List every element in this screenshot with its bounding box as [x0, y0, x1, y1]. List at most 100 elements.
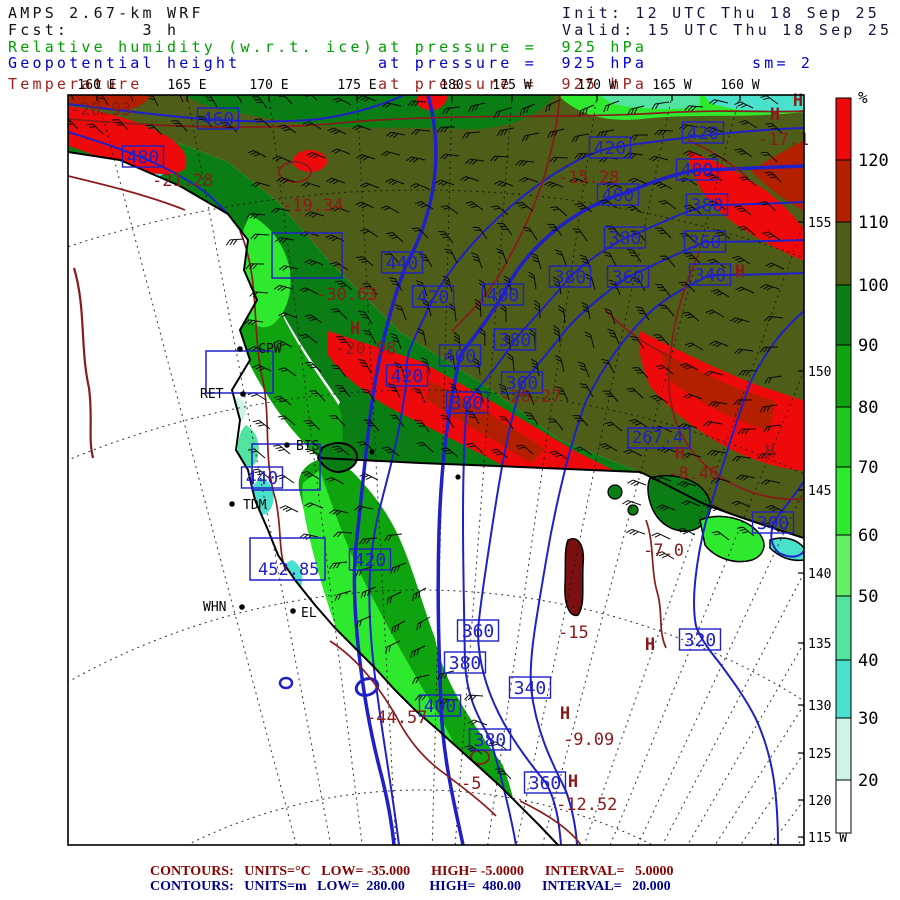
wind-barb	[739, 176, 757, 187]
wind-barb	[479, 327, 486, 347]
wind-barb	[225, 238, 245, 246]
wind-barb	[710, 289, 730, 298]
temperature-value-label: -9.09	[563, 730, 614, 750]
wind-barb	[679, 362, 699, 371]
wind-barb	[252, 364, 272, 372]
wind-barb	[652, 475, 672, 482]
wind-barb	[544, 181, 564, 188]
station-label: WHN	[203, 600, 226, 615]
meridian-line	[797, 836, 804, 845]
wind-barb	[120, 95, 134, 102]
wind-barb	[273, 395, 292, 406]
wind-barb	[380, 205, 400, 214]
height-contour-label: 400	[444, 346, 477, 367]
height-contour-label: 380	[691, 195, 724, 216]
wind-barb	[354, 505, 374, 512]
wind-barb	[335, 384, 351, 398]
high-marker: H	[675, 444, 685, 464]
wind-barb	[677, 480, 697, 488]
wind-barb	[276, 177, 296, 184]
wind-barb	[306, 449, 325, 460]
wind-barb	[468, 719, 488, 726]
wind-barb	[631, 277, 646, 292]
wind-barb	[682, 452, 702, 459]
wind-barb	[304, 502, 324, 509]
wind-barb	[530, 252, 542, 270]
wind-barb	[329, 561, 348, 570]
wind-barb	[331, 445, 350, 456]
wind-barb	[653, 181, 673, 190]
wind-barb	[411, 227, 429, 239]
wind-barb	[301, 470, 320, 480]
wind-barb	[250, 233, 270, 240]
height-contour-label: 460	[202, 109, 235, 130]
wind-barb	[279, 505, 299, 513]
wind-barb	[447, 352, 456, 371]
wind-barb	[709, 340, 729, 348]
wind-barb	[271, 207, 291, 214]
wind-barb	[733, 205, 752, 216]
wind-barb	[332, 97, 352, 106]
wind-barb	[759, 201, 777, 212]
wind-barb	[274, 284, 294, 292]
wind-barb	[382, 102, 402, 109]
wind-barb	[545, 99, 561, 113]
wind-barb	[414, 419, 430, 433]
height-contour-label-box	[348, 548, 392, 571]
temperature-value-label: -5	[461, 774, 481, 794]
wind-barb	[530, 358, 540, 377]
height-contour-label-box	[523, 771, 567, 794]
wind-barb	[145, 95, 159, 107]
height-contour-label-box	[380, 251, 424, 274]
wind-barb	[389, 414, 405, 428]
colorbar-segment	[835, 779, 852, 834]
colorbar-unit-label: %	[858, 88, 868, 107]
wind-barb	[442, 106, 461, 115]
wind-barb	[440, 153, 460, 160]
wind-barb	[247, 150, 267, 158]
height-contour-label: 440	[386, 253, 419, 274]
wind-barb	[299, 533, 319, 540]
top-meridian-label: 170 E	[249, 78, 288, 93]
height-contour-label-box	[675, 158, 719, 181]
height-contour-label: 400	[424, 696, 457, 717]
wind-barb	[252, 419, 271, 430]
wind-barb	[654, 227, 672, 239]
wind-barb	[361, 388, 376, 403]
temperature-value-label: -20.98	[335, 339, 396, 359]
wind-barb	[416, 616, 431, 631]
wind-barb	[603, 251, 617, 267]
height-contour-label-box	[683, 230, 727, 253]
init-time: Init: 12 UTC Thu 18 Sep 25	[562, 4, 880, 22]
wind-barb	[730, 317, 750, 324]
wind-barb	[330, 308, 348, 320]
colorbar-tick-label: 110	[858, 213, 889, 233]
temperature-value-label: -17.1	[758, 130, 809, 150]
height-contour-label-box	[385, 364, 429, 387]
field-gh-name: Geopotential height	[8, 54, 241, 72]
forecast-hour: Fcst: 3 h	[8, 21, 180, 39]
height-contour-label: 400	[681, 160, 714, 181]
temperature-value-label: -20.93	[70, 100, 131, 120]
wind-barb	[331, 148, 351, 155]
station-label: RET	[200, 387, 224, 402]
wind-barb	[632, 367, 649, 379]
wind-barb	[357, 359, 372, 374]
temperature-contours	[68, 95, 804, 845]
wind-barb	[627, 479, 647, 487]
wind-barb	[658, 304, 675, 317]
colorbar-segment	[835, 595, 852, 661]
height-contour-label-box	[493, 328, 537, 351]
wind-barb	[577, 361, 590, 378]
wind-barb	[278, 124, 297, 134]
wind-barb	[707, 449, 727, 457]
wind-barb	[357, 95, 377, 102]
wind-barb	[605, 225, 622, 238]
wind-barb	[390, 333, 402, 350]
wind-barb	[704, 126, 724, 134]
wind-barb	[764, 375, 783, 384]
wind-barb	[572, 414, 589, 427]
top-meridian-label: 165 E	[167, 78, 206, 93]
height-contour-label-box	[688, 263, 732, 286]
